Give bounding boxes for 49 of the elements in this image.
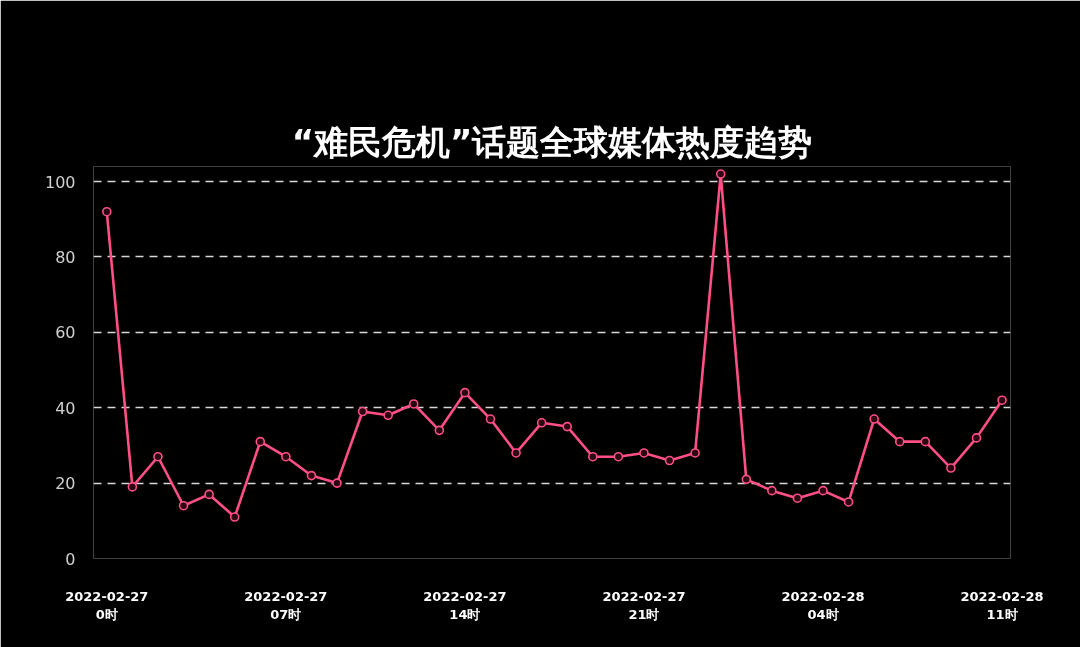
point xyxy=(153,451,163,462)
point xyxy=(869,414,879,424)
point xyxy=(613,451,624,462)
chart-title: “难民危机”话题全球媒体热度趋势 xyxy=(291,121,813,162)
point xyxy=(741,474,752,485)
point xyxy=(690,448,700,458)
point xyxy=(229,512,240,522)
point xyxy=(511,448,521,458)
point xyxy=(485,414,496,424)
point xyxy=(818,485,828,496)
point xyxy=(920,436,931,447)
point xyxy=(102,206,112,217)
x-tick-label: 2022-02-27 14时 xyxy=(423,588,507,622)
x-tick-label: 2022-02-28 04时 xyxy=(781,588,865,622)
point xyxy=(434,425,445,436)
point xyxy=(588,451,598,462)
y-tick-label: 0 xyxy=(65,549,76,569)
point xyxy=(204,489,214,500)
point xyxy=(792,493,803,503)
point xyxy=(383,410,393,421)
point xyxy=(306,470,317,481)
point xyxy=(357,406,368,417)
point xyxy=(843,497,854,507)
point xyxy=(639,448,649,458)
point xyxy=(255,436,266,447)
x-tick-label: 2022-02-28 11时 xyxy=(960,588,1044,622)
point xyxy=(894,436,905,447)
point xyxy=(715,169,726,179)
point xyxy=(460,387,470,398)
x-tick-label: 2022-02-27 0时 xyxy=(65,588,149,622)
point xyxy=(997,395,1007,405)
point xyxy=(178,500,189,511)
point xyxy=(562,421,573,432)
point xyxy=(408,399,419,409)
point xyxy=(971,433,982,443)
point xyxy=(332,478,342,488)
y-tick-label: 80 xyxy=(55,247,76,267)
x-tick-label: 2022-02-27 07时 xyxy=(244,588,328,622)
y-tick-label: 60 xyxy=(55,323,76,343)
point xyxy=(946,463,956,473)
point xyxy=(536,418,547,428)
point xyxy=(767,485,777,496)
point xyxy=(127,482,138,492)
y-tick-label: 100 xyxy=(44,172,76,192)
y-tick-label: 20 xyxy=(55,474,76,494)
point xyxy=(664,455,675,466)
x-tick-label: 2022-02-27 21时 xyxy=(602,588,686,622)
y-tick-label: 40 xyxy=(55,398,76,418)
point xyxy=(281,451,291,462)
